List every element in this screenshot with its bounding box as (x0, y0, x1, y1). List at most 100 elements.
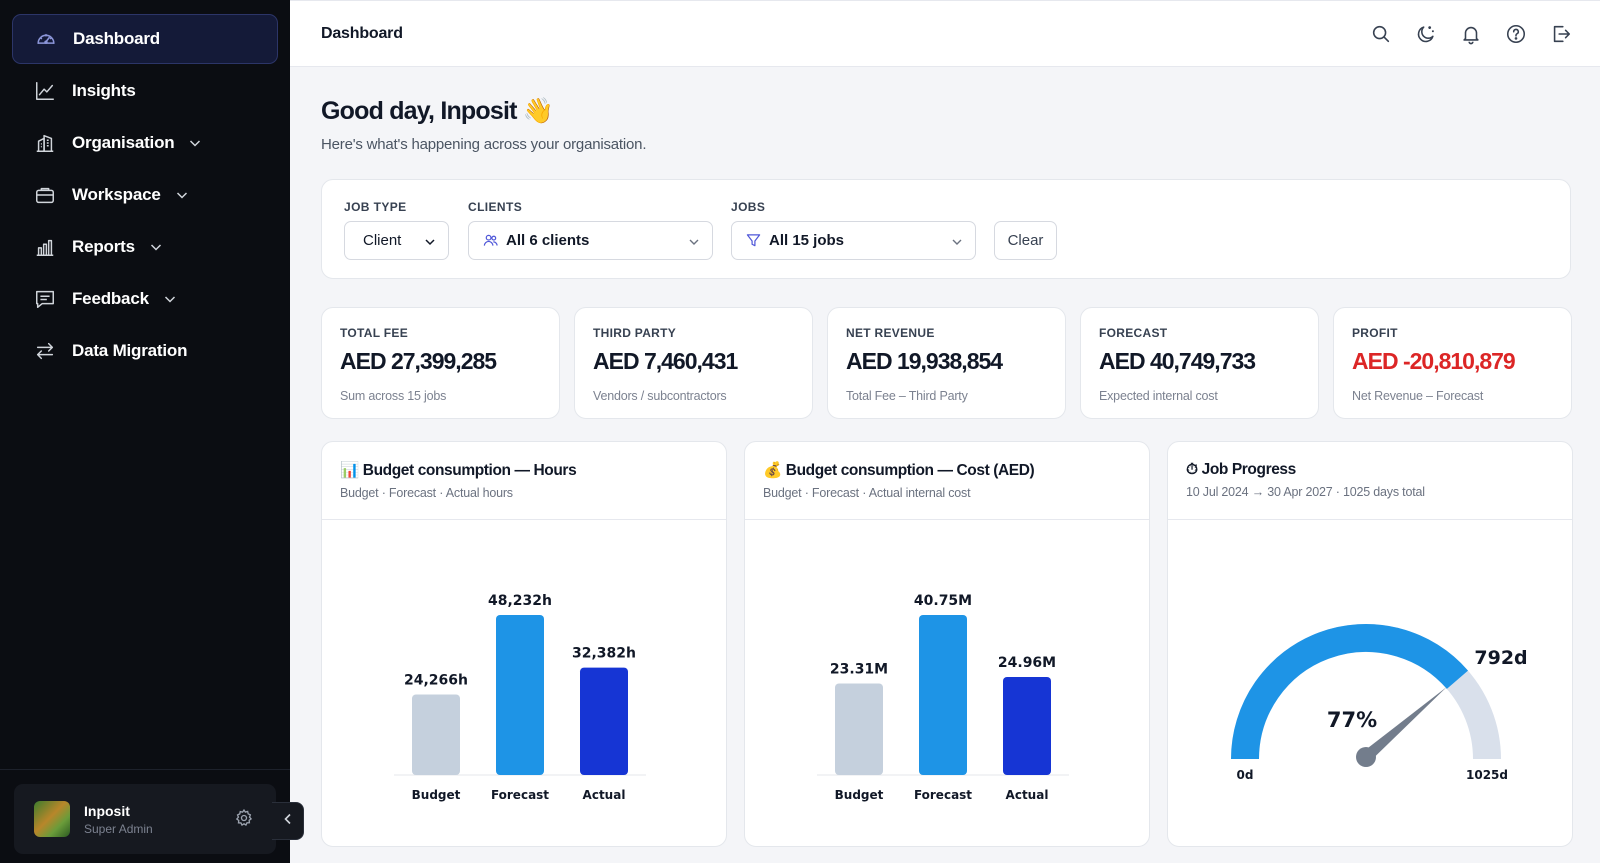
sidebar-item-label: Workspace (72, 185, 161, 204)
category-label: Forecast (491, 788, 549, 802)
sidebar-item-label: Feedback (72, 289, 149, 308)
kpi-value: AED 27,399,285 (340, 348, 497, 374)
sidebar-item-label: Insights (72, 81, 136, 100)
chevron-down-icon (424, 235, 436, 247)
chevron-down-icon (175, 188, 189, 202)
greeting-subtitle: Here's what's happening across your orga… (321, 136, 647, 153)
user-name: Inposit (84, 802, 130, 819)
jobs-value: All 15 jobs (769, 232, 845, 249)
gauge-fill (1231, 624, 1469, 760)
kpi-value: AED 7,460,431 (593, 348, 738, 374)
top-actions (1347, 23, 1572, 45)
kpi-card-net-revenue: NET REVENUE AED 19,938,854 Total Fee – T… (827, 307, 1066, 419)
kpi-card-total-fee: TOTAL FEE AED 27,399,285 Sum across 15 j… (321, 307, 560, 419)
kpi-card-profit: PROFIT AED -20,810,879 Net Revenue – For… (1333, 307, 1572, 419)
help-icon[interactable] (1505, 23, 1527, 45)
bell-icon[interactable] (1460, 23, 1482, 45)
chart-title: 📊 Budget consumption — Hours (340, 462, 577, 479)
jobs-label: JOBS (731, 200, 766, 214)
arrows-exchange-icon (34, 340, 56, 362)
bar-budget (412, 694, 460, 775)
bar-data-label: 23.31M (830, 661, 888, 677)
sidebar-divider (0, 769, 290, 770)
top-bar: Dashboard (290, 0, 1600, 67)
card-header: ⏱ Job Progress 10 Jul 2024 → 30 Apr 2027… (1168, 442, 1572, 520)
chart-subtitle: Budget · Forecast · Actual internal cost (763, 486, 971, 500)
kpi-subtext: Net Revenue – Forecast (1352, 389, 1484, 403)
chevron-down-icon (149, 240, 163, 254)
hours-bar-chart: 24,266h Budget 48,232h Forecast 32,382h Actua… (394, 593, 646, 802)
sidebar-nav: Dashboard Insights Organisation Workspac… (0, 0, 290, 376)
gear-icon[interactable] (234, 808, 254, 828)
sidebar-item-organisation[interactable]: Organisation (12, 118, 278, 168)
gauge-max-label: 1025d (1466, 768, 1508, 782)
cost-bar-chart: 23.31M Budget 40.75M Forecast 24.96M Actual (817, 593, 1069, 802)
kpi-value: AED 19,938,854 (846, 348, 1003, 374)
sidebar-item-reports[interactable]: Reports (12, 222, 278, 272)
chevron-down-icon (688, 235, 700, 247)
kpi-label: THIRD PARTY (593, 326, 677, 340)
job-progress-card: ⏱ Job Progress 10 Jul 2024 → 30 Apr 2027… (1167, 441, 1573, 847)
hours-chart-card: 📊 Budget consumption — Hours Budget · Fo… (321, 441, 727, 847)
sidebar: Dashboard Insights Organisation Workspac… (0, 0, 304, 863)
sidebar-item-label: Organisation (72, 133, 175, 152)
kpi-value: AED 40,749,733 (1099, 348, 1256, 374)
kpi-subtext: Total Fee – Third Party (846, 389, 968, 403)
search-icon[interactable] (1370, 23, 1392, 45)
collapse-sidebar-button[interactable] (272, 802, 304, 840)
briefcase-icon (34, 184, 56, 206)
bar-forecast (919, 615, 967, 775)
user-card[interactable]: Inposit Super Admin (14, 784, 276, 854)
job-type-select[interactable]: Client (344, 221, 449, 260)
bar-data-label: 24.96M (998, 655, 1056, 671)
chart-title: 💰 Budget consumption — Cost (AED) (763, 462, 1035, 479)
kpi-card-forecast: FORECAST AED 40,749,733 Expected interna… (1080, 307, 1319, 419)
bar-data-label: 48,232h (488, 593, 552, 609)
clients-value: All 6 clients (506, 232, 590, 249)
sidebar-item-insights[interactable]: Insights (12, 66, 278, 116)
category-label: Budget (412, 788, 461, 802)
job-type-value: Client (363, 232, 402, 249)
sidebar-item-data-migration[interactable]: Data Migration (12, 326, 278, 376)
sidebar-item-workspace[interactable]: Workspace (12, 170, 278, 220)
sidebar-item-dashboard[interactable]: Dashboard (12, 14, 278, 64)
card-header: 📊 Budget consumption — Hours Budget · Fo… (322, 442, 726, 520)
category-label: Actual (1006, 788, 1049, 802)
jobs-select[interactable]: All 15 jobs (731, 221, 976, 260)
bar-data-label: 40.75M (914, 593, 972, 609)
sidebar-item-label: Reports (72, 237, 135, 256)
chevron-down-icon (951, 235, 963, 247)
cost-chart-card: 💰 Budget consumption — Cost (AED) Budget… (744, 441, 1150, 847)
filter-icon (746, 233, 762, 249)
kpi-subtext: Vendors / subcontractors (593, 389, 727, 403)
clear-button-label: Clear (1007, 232, 1044, 249)
bar-data-label: 24,266h (404, 673, 468, 689)
category-label: Actual (583, 788, 626, 802)
gauge-min-label: 0d (1237, 768, 1254, 782)
main-content: Dashboard Good day, Inposit 👋 Here's wha… (290, 0, 1600, 863)
users-icon (483, 233, 499, 249)
kpi-value: AED -20,810,879 (1352, 348, 1516, 374)
kpi-label: FORECAST (1099, 326, 1168, 340)
line-chart-icon (34, 80, 56, 102)
logout-icon[interactable] (1550, 23, 1572, 45)
sidebar-item-feedback[interactable]: Feedback (12, 274, 278, 324)
moon-icon[interactable] (1415, 23, 1437, 45)
clients-label: CLIENTS (468, 200, 523, 214)
clients-select[interactable]: All 6 clients (468, 221, 713, 260)
building-icon (34, 132, 56, 154)
bar-chart-icon (34, 236, 56, 258)
chart-subtitle: 10 Jul 2024 → 30 Apr 2027 · 1025 days to… (1186, 485, 1425, 499)
kpi-label: NET REVENUE (846, 326, 935, 340)
chevron-down-icon (188, 136, 202, 150)
chevron-down-icon (163, 292, 177, 306)
filters-panel: JOB TYPE Client CLIENTS All 6 clients JO… (321, 179, 1571, 279)
bar-forecast (496, 615, 544, 775)
job-type-label: JOB TYPE (344, 200, 407, 214)
kpi-label: TOTAL FEE (340, 326, 409, 340)
bar-actual (580, 667, 628, 775)
category-label: Forecast (914, 788, 972, 802)
gauge-icon (35, 28, 57, 50)
category-label: Budget (835, 788, 884, 802)
clear-button[interactable]: Clear (994, 221, 1057, 260)
